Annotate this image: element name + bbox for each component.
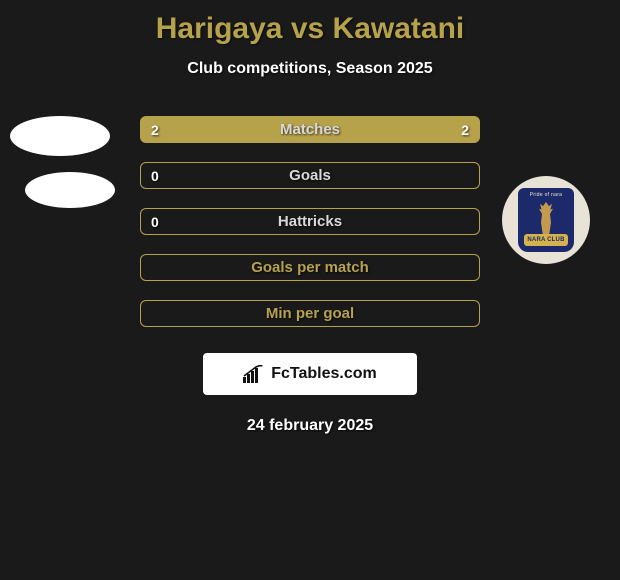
stat-label: Matches — [280, 121, 340, 138]
stat-label: Goals per match — [251, 259, 369, 276]
shield-top-text: Pride of nara — [530, 192, 563, 198]
player-avatar-left-2 — [25, 172, 115, 208]
source-logo: FcTables.com — [203, 353, 417, 395]
source-logo-text: FcTables.com — [271, 365, 377, 383]
stat-row-matches: 2 Matches 2 — [140, 116, 480, 143]
stat-right-value: 2 — [461, 122, 469, 138]
subtitle: Club competitions, Season 2025 — [0, 60, 620, 78]
deer-icon — [536, 202, 556, 236]
stat-left-value: 0 — [151, 214, 159, 230]
player-avatar-left-1 — [10, 116, 110, 156]
stat-row-mpg: Min per goal — [140, 300, 480, 327]
club-badge-right: Pride of nara NARA CLUB — [502, 176, 590, 264]
shield-band-text: NARA CLUB — [524, 234, 568, 246]
bar-chart-icon — [243, 365, 265, 383]
stat-label: Hattricks — [278, 213, 342, 230]
club-shield-icon: Pride of nara NARA CLUB — [518, 188, 574, 252]
page-title: Harigaya vs Kawatani — [0, 12, 620, 46]
date-label: 24 february 2025 — [0, 417, 620, 435]
stat-label: Goals — [289, 167, 331, 184]
stat-left-value: 0 — [151, 168, 159, 184]
stat-row-hattricks: 0 Hattricks — [140, 208, 480, 235]
stat-left-value: 2 — [151, 122, 159, 138]
stat-row-gpm: Goals per match — [140, 254, 480, 281]
stat-label: Min per goal — [266, 305, 354, 322]
stat-row-goals: 0 Goals — [140, 162, 480, 189]
